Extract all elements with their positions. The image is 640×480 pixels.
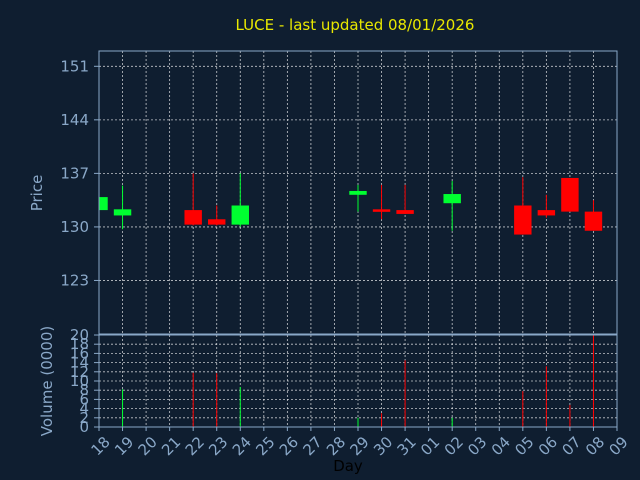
volume-tick-label: 6 — [79, 390, 89, 408]
candle-body — [396, 210, 414, 214]
x-tick-label: 21 — [158, 433, 184, 459]
x-tick-label: 08 — [582, 433, 608, 459]
x-tick-label: 29 — [347, 433, 373, 459]
candle-body — [113, 209, 132, 216]
price-tick-label: 144 — [60, 111, 89, 129]
price-panel: 123 130 137 144 151 — [60, 50, 618, 335]
candle-body — [231, 205, 249, 225]
price-frame — [98, 50, 618, 335]
x-tick-label: 22 — [182, 433, 208, 459]
price-tick-label: 137 — [60, 164, 89, 182]
volume-tick-label: 10 — [70, 372, 89, 390]
volume-tick-label: 0 — [79, 418, 89, 436]
price-axis-label: Price — [28, 175, 46, 212]
x-tick-label: 07 — [558, 433, 584, 459]
candle-body — [584, 211, 603, 231]
x-tick-label: 30 — [370, 433, 396, 459]
x-tick-label: 05 — [511, 433, 537, 459]
price-tick-label: 130 — [60, 218, 89, 236]
volume-tick-label: 16 — [70, 344, 89, 362]
candle-body — [537, 210, 556, 216]
x-tick-label: 09 — [606, 433, 632, 459]
price-tick-label: 151 — [60, 57, 89, 75]
candle-body — [443, 194, 461, 204]
candle-body — [208, 219, 226, 225]
x-tick-label: 03 — [464, 433, 490, 459]
candles — [99, 173, 603, 235]
chart-title: LUCE - last updated 08/01/2026 — [236, 16, 475, 34]
x-tick-label: 25 — [252, 433, 278, 459]
candle-body — [349, 190, 367, 195]
volume-axis-label: Volume (0000) — [38, 326, 56, 436]
volume-tick-label: 12 — [70, 363, 89, 381]
x-tick-label: 18 — [88, 433, 114, 459]
x-tick-label: 19 — [111, 433, 137, 459]
x-tick-label: 04 — [488, 433, 514, 459]
x-tick-label: 27 — [299, 433, 325, 459]
volume-tick-label: 4 — [79, 400, 89, 418]
x-tick-label: 02 — [441, 433, 467, 459]
volume-tick-label: 18 — [70, 335, 89, 353]
volume-tick-label: 14 — [70, 354, 89, 372]
candle-body — [514, 205, 532, 235]
candle-body — [372, 209, 391, 212]
candle-body — [184, 210, 202, 225]
price-tick-label: 123 — [60, 271, 89, 289]
x-tick-label: 28 — [323, 433, 349, 459]
x-tick-label: 24 — [229, 433, 255, 459]
volume-tick-label: 2 — [79, 409, 89, 427]
x-axis-label: Day — [333, 457, 363, 475]
candle-body — [561, 177, 579, 212]
candle-body — [99, 197, 108, 211]
x-tick-label: 20 — [135, 433, 161, 459]
x-tick-label: 31 — [394, 433, 420, 459]
x-tick-label: 01 — [417, 433, 443, 459]
x-tick-label: 06 — [535, 433, 561, 459]
x-tick-label: 23 — [205, 433, 231, 459]
volume-tick-label: 8 — [79, 381, 89, 399]
volume-tick-label: 20 — [70, 326, 89, 344]
x-axis: 1819202122232425262728293031010203040506… — [88, 427, 632, 459]
x-tick-label: 26 — [276, 433, 302, 459]
